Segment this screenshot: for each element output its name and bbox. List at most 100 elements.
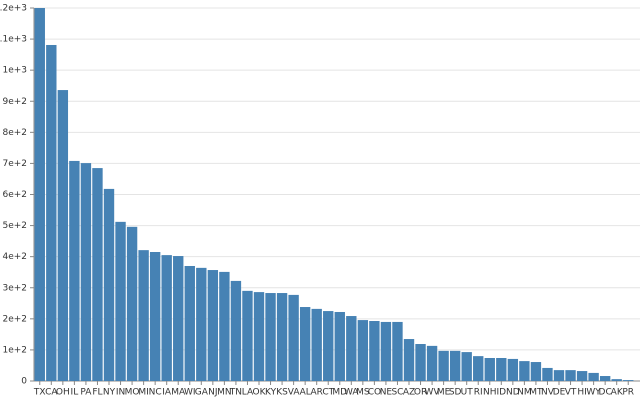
bar: [507, 358, 519, 381]
bar: [484, 357, 495, 381]
x-tick-label: NH: [483, 388, 497, 398]
bar: [173, 256, 184, 381]
x-tick-label: IL: [71, 388, 79, 398]
y-tick-label: 3e+2: [2, 283, 27, 293]
bar: [46, 44, 57, 381]
y-tick-label: 2e+2: [2, 314, 27, 324]
x-tick-label: VA: [288, 388, 301, 398]
bar: [426, 345, 438, 381]
x-tick-label: MI: [138, 388, 148, 398]
bar: [149, 252, 161, 381]
x-tick-label: MA: [171, 388, 186, 398]
x-tick-label: ID: [497, 388, 507, 398]
x-tick-label: CT: [322, 388, 334, 398]
bar: [196, 267, 207, 381]
bar: [611, 379, 622, 381]
x-tick-label: WA: [344, 388, 359, 398]
bar: [553, 370, 565, 381]
x-tick-label: IA: [162, 388, 172, 398]
bar: [138, 250, 149, 381]
bar: [449, 350, 461, 381]
x-tick-label: UT: [461, 388, 474, 398]
x-tick-label: CA: [45, 388, 58, 398]
x-tick-label: NC: [149, 388, 162, 398]
x-tick-label: OK: [253, 388, 267, 398]
bar: [276, 293, 288, 381]
y-tick-label: 5e+2: [2, 221, 27, 231]
x-tick-label: MT: [529, 388, 543, 398]
bar: [357, 320, 369, 381]
bar: [265, 293, 276, 381]
y-tick-label: 8e+2: [2, 128, 27, 138]
x-tick-label: AR: [310, 388, 322, 398]
bar: [565, 370, 576, 381]
bar: [242, 290, 253, 381]
bar: [103, 188, 115, 381]
x-tick-label: PR: [622, 388, 634, 398]
y-tick-label: 7e+2: [2, 159, 27, 169]
bar: [346, 316, 357, 381]
y-tick-label: 9e+2: [2, 97, 27, 107]
x-tick-label: WI: [184, 388, 196, 398]
x-tick-label: OH: [56, 388, 70, 398]
bar: [207, 270, 219, 381]
x-tick-label: KY: [265, 388, 277, 398]
bar: [184, 265, 195, 381]
bar: [623, 380, 634, 381]
bar: [542, 367, 553, 381]
bar: [473, 356, 484, 381]
y-tick-label: 1.1e+3: [0, 35, 27, 45]
x-tick-label: FL: [92, 388, 102, 398]
bar: [115, 221, 126, 381]
bar: [80, 163, 92, 381]
bar: [519, 361, 530, 381]
bar: [392, 321, 403, 381]
y-tick-label: 0: [21, 377, 27, 387]
x-tick-label: NM: [517, 388, 532, 398]
x-tick-label: VT: [565, 388, 577, 398]
y-tick-label: 1e+3: [2, 66, 27, 76]
x-tick-label: MS: [356, 388, 370, 398]
bar: [588, 372, 599, 381]
bar: [219, 271, 230, 381]
bar: [369, 321, 380, 381]
bar: [253, 292, 265, 381]
bar: [230, 280, 242, 381]
x-tick-label: DE: [553, 388, 566, 398]
x-tick-label: ND: [506, 388, 520, 398]
bar: [311, 308, 322, 381]
x-tick-label: NE: [380, 388, 393, 398]
x-tick-label: MD: [332, 388, 347, 398]
bar: [380, 321, 392, 381]
bar: [126, 226, 138, 381]
bar: [334, 311, 345, 381]
x-tick-label: AZ: [403, 388, 415, 398]
bar: [530, 362, 542, 381]
bar: [599, 376, 611, 381]
x-tick-label: CO: [368, 388, 381, 398]
x-tick-label: NJ: [208, 388, 217, 398]
x-tick-label: AL: [300, 388, 311, 398]
bar: [299, 307, 311, 381]
bar: [438, 350, 449, 381]
x-tick-label: AK: [611, 388, 624, 398]
x-tick-label: HI: [577, 388, 586, 398]
x-tick-label: MN: [217, 388, 232, 398]
bar: [403, 339, 415, 381]
x-tick-label: PA: [80, 388, 92, 398]
x-tick-label: OR: [414, 388, 427, 398]
bar: [323, 311, 334, 381]
bar: [415, 344, 426, 381]
x-tick-label: IN: [116, 388, 125, 398]
bar: [161, 255, 172, 381]
bar: [34, 8, 45, 381]
bar: [288, 294, 299, 381]
x-tick-label: MO: [125, 388, 140, 398]
x-tick-label: DC: [599, 388, 612, 398]
x-tick-label: RI: [474, 388, 483, 398]
x-tick-label: ME: [437, 388, 451, 398]
bar: [69, 160, 80, 381]
y-tick-label: 1e+2: [2, 345, 27, 355]
x-tick-label: TX: [33, 388, 46, 398]
